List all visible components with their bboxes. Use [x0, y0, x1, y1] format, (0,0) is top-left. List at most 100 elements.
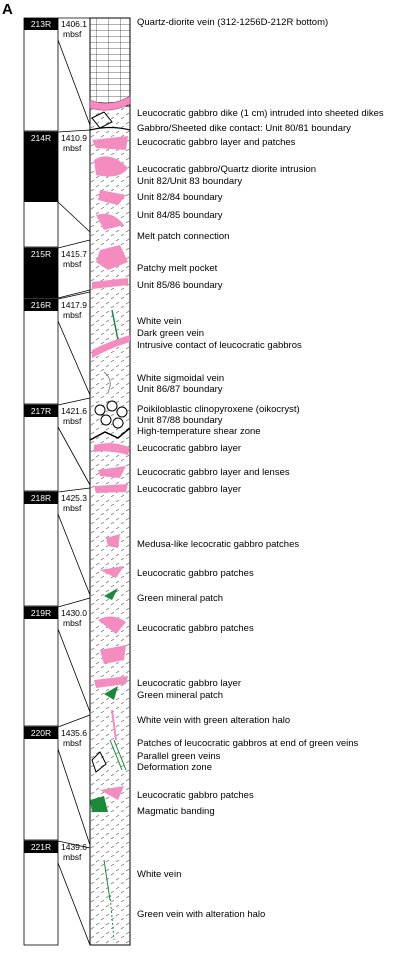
core-depth: 1430.0: [61, 608, 87, 618]
annotation: High-temperature shear zone: [137, 426, 261, 437]
core-label: 218R: [31, 493, 51, 503]
core-depth-unit: mbsf: [63, 503, 82, 513]
annotation: Leucocratic gabbro layer and lenses: [137, 467, 290, 478]
core-label: 217R: [31, 406, 51, 416]
core-top-line: [57, 239, 91, 249]
core-label: 215R: [31, 249, 51, 259]
core-depth-unit: mbsf: [63, 310, 82, 320]
core-bottom-line: [57, 289, 91, 299]
core-bottom-line: [57, 201, 91, 233]
core-depth-unit: mbsf: [63, 29, 82, 39]
core-recovery: [24, 405, 58, 417]
annotation: Patches of leucocratic gabbros at end of…: [137, 738, 359, 749]
core-bottom-line: [57, 748, 91, 846]
annotation: Deformation zone: [137, 762, 212, 773]
annotation: Leucocratic gabbro layer: [137, 443, 241, 454]
core-depth: 1435.6: [61, 728, 87, 738]
core-depth: 1439.6: [61, 842, 87, 852]
core-bottom-line: [57, 320, 91, 396]
annotation: Green mineral patch: [137, 690, 223, 701]
core-recovery: [24, 299, 58, 311]
annotation: Patchy melt pocket: [137, 263, 218, 274]
annotation: Leucocratic gabbro patches: [137, 623, 254, 634]
core-bottom-line: [57, 513, 91, 596]
annotation: Green mineral patch: [137, 593, 223, 604]
core-depth-unit: mbsf: [63, 618, 82, 628]
core-box: [23, 17, 59, 132]
core-depth: 1425.3: [61, 493, 87, 503]
core-bottom-line: [57, 862, 91, 946]
annotation: Green vein with alteration halo: [137, 909, 265, 920]
annotation: Unit 85/86 boundary: [137, 280, 223, 291]
annotation: Dark green vein: [137, 328, 204, 339]
annotation: Medusa-like lecocratic gabbro patches: [137, 539, 299, 550]
core-label: 216R: [31, 300, 51, 310]
core-recovery: [24, 607, 58, 619]
core-box: [23, 404, 59, 492]
core-top-line: [57, 397, 91, 406]
core-top-line: [57, 840, 91, 849]
core-depth-unit: mbsf: [63, 738, 82, 748]
annotation: Parallel green veins: [137, 751, 221, 762]
annotation: Leucocratic gabbro patches: [137, 790, 254, 801]
annotation: Leucocratic gabbro patches: [137, 568, 254, 579]
annotation: Magmatic banding: [137, 806, 215, 817]
annotation: Leucocratic gabbro layer and patches: [137, 137, 296, 148]
annotation: Gabbro/Sheeted dike contact: Unit 80/81 …: [137, 123, 351, 134]
core-depth-unit: mbsf: [63, 416, 82, 426]
annotation: Leucocratic gabbro dike (1 cm) intruded …: [137, 108, 384, 119]
annotation: Unit 87/88 boundary: [137, 415, 223, 426]
core-label: 219R: [31, 608, 51, 618]
annotation: White vein with green alteration halo: [137, 715, 290, 726]
annotation: Melt patch connection: [137, 231, 229, 242]
lithology-column: [89, 17, 131, 946]
annotation: White vein: [137, 869, 181, 880]
annotation: White vein: [137, 316, 181, 327]
annotation: Quartz-diorite vein (312-1256D-212R bott…: [137, 17, 328, 28]
panel-label: A: [2, 1, 13, 18]
annotation: Unit 84/85 boundary: [137, 210, 223, 221]
core-depth: 1406.1: [61, 19, 87, 29]
core-depth: 1417.9: [61, 300, 87, 310]
core-depth: 1421.6: [61, 406, 87, 416]
annotation: Poikiloblastic clinopyroxene (oikocryst): [137, 404, 300, 415]
core-depth: 1415.7: [61, 249, 87, 259]
annotation: Unit 82/Unit 83 boundary: [137, 176, 242, 187]
core-box: [23, 840, 59, 946]
core-recovery: [24, 132, 58, 202]
core-bottom-line: [57, 39, 91, 126]
annotation: Unit 86/87 boundary: [137, 384, 223, 395]
annotation: Unit 82/84 boundary: [137, 192, 223, 203]
core-recovery: [24, 492, 58, 504]
annotation: Leucocratic gabbro layer: [137, 484, 241, 495]
core-top-line: [57, 714, 91, 728]
core-recovery: [24, 18, 58, 30]
annotation: Leucocratic gabbro layer: [137, 678, 241, 689]
core-box: [23, 298, 59, 405]
core-top-line: [57, 597, 91, 608]
core-recovery: [24, 841, 58, 853]
core-bottom-line: [57, 426, 91, 486]
core-depth: 1410.9: [61, 133, 87, 143]
core-label: 213R: [31, 19, 51, 29]
core-depth-unit: mbsf: [63, 143, 82, 153]
core-depth-unit: mbsf: [63, 259, 82, 269]
core-top-line: [57, 487, 91, 493]
core-top-line: [57, 129, 91, 133]
core-label: 220R: [31, 728, 51, 738]
annotation: White sigmoidal vein: [137, 373, 224, 384]
core-box: [23, 491, 59, 607]
annotation: Leucocratic gabbro/Quartz diorite intrus…: [137, 164, 316, 175]
core-label: 221R: [31, 842, 51, 852]
core-depth-unit: mbsf: [63, 852, 82, 862]
core-recovery: [24, 248, 58, 298]
core-box: [23, 726, 59, 841]
core-top-line: [57, 291, 91, 300]
core-label: 214R: [31, 133, 51, 143]
core-recovery: [24, 727, 58, 739]
core-bottom-line: [57, 628, 91, 713]
core-box: [23, 606, 59, 727]
annotation: Intrusive contact of leucocratic gabbros: [137, 340, 302, 351]
